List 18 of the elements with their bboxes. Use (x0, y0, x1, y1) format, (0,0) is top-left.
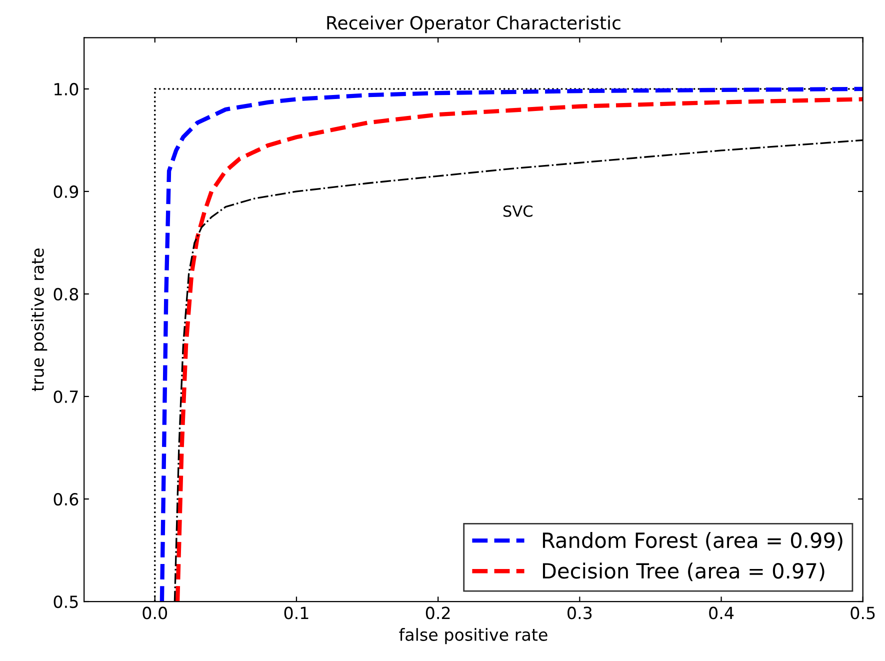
annotation: SVC (503, 205, 532, 217)
x-tick-label: 0.1 (284, 606, 308, 620)
chart-title: Receiver Operator Characteristic (327, 16, 620, 34)
x-tick-label: 0.4 (709, 606, 734, 620)
x-axis-title: false positive rate (399, 628, 548, 644)
x-tick-label: 0.2 (426, 606, 450, 620)
y-tick-label: 0.5 (54, 595, 78, 608)
y-axis-title: true positive rate (31, 248, 48, 392)
legend-label: Random Forest (area = 0.99) (542, 532, 842, 551)
y-tick-label: 0.6 (54, 492, 78, 506)
x-tick-label: 0.3 (568, 606, 592, 620)
y-tick-label: 0.7 (54, 390, 78, 404)
x-tick-label: 0.5 (850, 606, 875, 620)
x-tick-label: 0.0 (142, 606, 168, 620)
y-tick-label: 1.0 (54, 82, 78, 96)
y-tick-label: 0.9 (54, 185, 78, 198)
legend-label: Decision Tree (area = 0.97) (542, 562, 824, 582)
y-tick-label: 0.8 (54, 288, 78, 301)
